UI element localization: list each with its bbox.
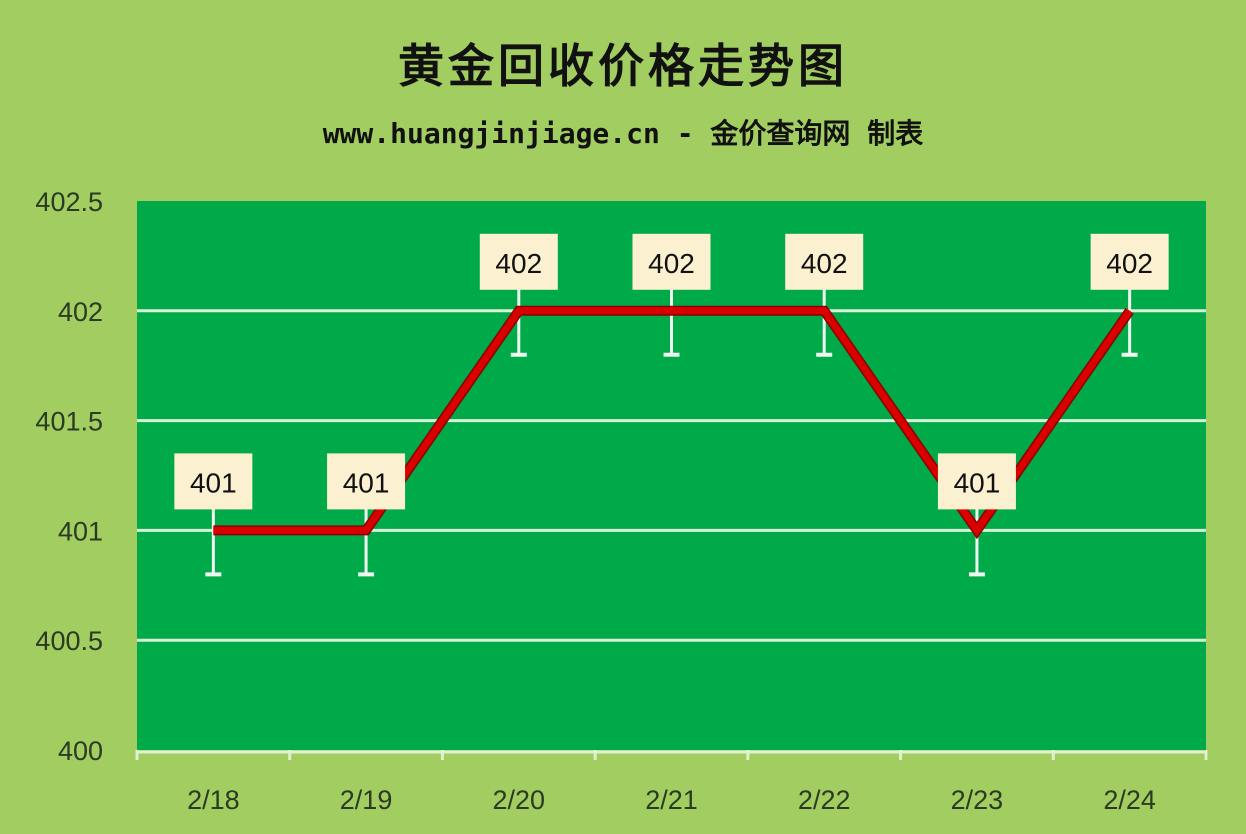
- data-label: 402: [801, 248, 848, 279]
- y-tick-label: 402.5: [35, 187, 103, 217]
- y-tick-label: 402: [58, 297, 103, 327]
- x-tick-label: 2/24: [1103, 785, 1156, 815]
- data-label-box: [174, 453, 253, 510]
- data-label: 402: [1106, 248, 1153, 279]
- data-label-box: [785, 233, 864, 290]
- x-tick-label: 2/23: [951, 785, 1004, 815]
- x-tick-label: 2/21: [645, 785, 698, 815]
- data-label-box: [632, 233, 711, 290]
- data-label: 401: [954, 467, 1001, 498]
- data-label-box: [479, 233, 558, 290]
- data-label: 401: [343, 467, 390, 498]
- y-tick-label: 400.5: [35, 626, 103, 656]
- data-label-box: [937, 453, 1016, 510]
- y-tick-label: 401.5: [35, 407, 103, 437]
- x-tick-label: 2/18: [187, 785, 240, 815]
- data-label-box: [1090, 233, 1169, 290]
- x-tick-label: 2/19: [340, 785, 393, 815]
- x-tick-label: 2/22: [798, 785, 851, 815]
- y-tick-label: 401: [58, 516, 103, 546]
- data-label-box: [327, 453, 406, 510]
- data-label: 402: [648, 248, 695, 279]
- chart-subtitle: www.huangjinjiage.cn - 金价查询网 制表: [322, 117, 924, 150]
- data-label: 402: [495, 248, 542, 279]
- data-label: 401: [190, 467, 237, 498]
- y-tick-label: 400: [58, 736, 103, 766]
- x-tick-label: 2/20: [493, 785, 546, 815]
- chart-title: 黄金回收价格走势图: [398, 39, 848, 93]
